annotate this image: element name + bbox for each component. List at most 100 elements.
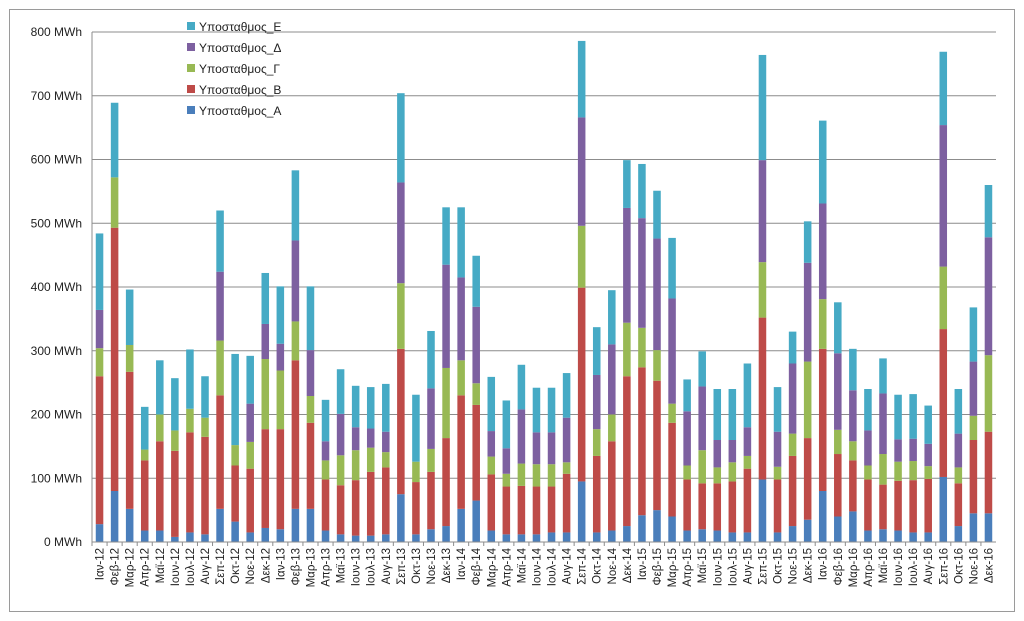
bar-segment xyxy=(623,207,631,323)
bar-segment xyxy=(442,264,450,368)
bar-segment xyxy=(577,40,586,118)
bar-segment xyxy=(788,433,797,456)
bar-segment xyxy=(457,395,465,509)
bar-segment xyxy=(382,383,390,432)
bar-segment xyxy=(366,447,375,472)
bar-segment xyxy=(487,456,496,475)
bar-segment xyxy=(638,327,646,368)
bar-segment xyxy=(668,403,676,423)
bar-segment xyxy=(427,448,435,472)
bar-segment xyxy=(321,441,330,461)
bar-segment xyxy=(849,348,857,391)
bar-segment xyxy=(231,353,239,446)
bar-segment xyxy=(638,367,646,516)
x-tick-label: Δεκ-14 xyxy=(622,547,634,583)
bar-segment xyxy=(125,508,134,542)
bar-segment xyxy=(457,207,465,278)
bar-segment xyxy=(864,530,872,542)
bar-segment xyxy=(788,526,797,542)
bar-segment xyxy=(984,431,993,514)
bar-segment xyxy=(909,461,917,481)
bar-segment xyxy=(95,376,104,525)
bar-segment xyxy=(638,218,646,328)
bar-segment xyxy=(487,431,496,457)
bar-segment xyxy=(728,440,737,463)
bar-segment xyxy=(517,409,526,464)
bar-segment xyxy=(954,433,963,468)
x-tick-label: Ιουλ-12 xyxy=(185,548,197,586)
bar-segment xyxy=(592,455,601,533)
x-tick-label: Ιαν-16 xyxy=(818,548,830,580)
bar-segment xyxy=(276,370,285,430)
bar-segment xyxy=(758,262,767,318)
legend-swatch xyxy=(187,22,195,30)
bar-segment xyxy=(562,417,571,463)
bar-segment xyxy=(412,461,420,483)
bar-segment xyxy=(668,237,676,299)
bar-segment xyxy=(834,516,842,542)
bar-segment xyxy=(638,163,646,219)
bar-segment xyxy=(803,262,812,362)
bar-segment xyxy=(623,376,631,527)
bar-segment xyxy=(773,479,782,533)
bar-segment xyxy=(427,330,435,389)
bar-segment xyxy=(894,480,902,531)
bar-segment xyxy=(894,439,902,462)
bar-segment xyxy=(351,450,360,481)
x-tick-label: Μαϊ-16 xyxy=(878,548,890,583)
bar-segment xyxy=(713,440,722,468)
bar-segment xyxy=(547,387,556,433)
x-tick-label: Ιουν-16 xyxy=(893,548,905,586)
bar-segment xyxy=(834,353,842,430)
bar-segment xyxy=(291,170,300,241)
bar-segment xyxy=(457,360,465,396)
bar-segment xyxy=(366,387,375,429)
x-tick-label: Ιαν-14 xyxy=(456,547,468,580)
x-tick-label: Φεβ-15 xyxy=(652,548,664,586)
y-tick-label: 500 MWh xyxy=(31,216,82,230)
bar-segment xyxy=(984,355,993,432)
bar-segment xyxy=(939,476,948,542)
x-tick-label: Μαρ-13 xyxy=(305,548,317,587)
bar-segment xyxy=(351,427,360,451)
bar-segment xyxy=(231,521,239,542)
bar-segment xyxy=(246,532,254,542)
x-tick-label: Απρ-16 xyxy=(863,548,875,587)
bar-segment xyxy=(397,283,405,349)
bar-segment xyxy=(532,534,541,542)
bar-segment xyxy=(653,510,661,542)
bar-segment xyxy=(442,367,450,439)
bar-segment xyxy=(397,494,405,542)
bar-segment xyxy=(125,371,134,509)
bar-segment xyxy=(713,483,722,531)
bar-segment xyxy=(608,344,616,415)
bar-segment xyxy=(879,529,887,542)
bar-segment xyxy=(171,536,179,542)
bar-segment xyxy=(803,221,812,263)
bar-segment xyxy=(939,329,948,477)
bar-segment xyxy=(246,355,254,404)
bar-segment xyxy=(140,530,149,542)
bar-segment xyxy=(442,207,450,265)
bar-segment xyxy=(818,203,827,300)
bar-segment xyxy=(351,480,360,536)
x-tick-label: Φεβ-12 xyxy=(110,548,122,586)
bar-segment xyxy=(306,422,315,509)
bar-segment xyxy=(683,465,691,480)
bar-segment xyxy=(321,460,330,480)
bar-segment xyxy=(984,237,993,356)
bar-segment xyxy=(382,467,390,535)
x-tick-label: Ιουλ-15 xyxy=(727,548,739,586)
bar-segment xyxy=(623,160,631,208)
bar-segment xyxy=(351,385,360,428)
bar-segment xyxy=(788,331,797,364)
legend-swatch xyxy=(187,43,195,51)
bar-segment xyxy=(246,403,254,442)
chart-frame: 0 MWh 100 MWh 200 MWh 300 MWh 400 MWh 500 MWh… xyxy=(9,9,1015,612)
y-tick-label: 400 MWh xyxy=(31,280,82,294)
bar-segment xyxy=(487,474,496,531)
bar-segment xyxy=(758,54,767,161)
bar-segment xyxy=(276,343,285,371)
bar-segment xyxy=(623,322,631,377)
bar-segment xyxy=(171,450,179,537)
